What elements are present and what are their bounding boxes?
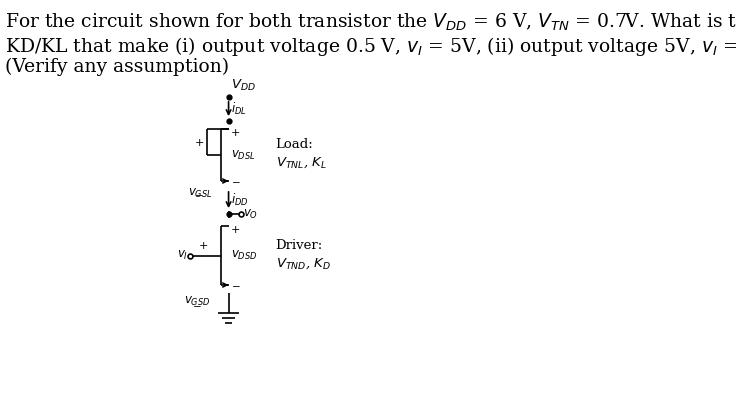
Text: +: + (198, 241, 208, 250)
Text: $-$: $-$ (191, 300, 201, 310)
Text: $i_{DL}$: $i_{DL}$ (231, 101, 247, 117)
Text: +: + (194, 138, 204, 148)
Text: +: + (230, 128, 240, 138)
Text: $V_{DD}$: $V_{DD}$ (231, 78, 256, 93)
Text: $v_{GSD}$: $v_{GSD}$ (183, 295, 210, 308)
Text: $V_{TND}$, $K_D$: $V_{TND}$, $K_D$ (275, 256, 330, 271)
Text: $v_{DSL}$: $v_{DSL}$ (230, 148, 255, 162)
Text: $v_{GSL}$: $v_{GSL}$ (188, 187, 213, 200)
Text: For the circuit shown for both transistor the $V_{DD}$ = 6 V, $V_{TN}$ = 0.7V. W: For the circuit shown for both transisto… (5, 12, 736, 33)
Text: $-$: $-$ (230, 280, 240, 290)
Text: Load:: Load: (275, 138, 314, 152)
Text: Driver:: Driver: (275, 239, 323, 252)
Text: $-$: $-$ (230, 176, 240, 186)
Text: KD/KL that make (i) output voltage 0.5 V, $v_I$ = 5V, (ii) output voltage 5V, $v: KD/KL that make (i) output voltage 0.5 V… (5, 35, 736, 58)
Text: $v_{DSD}$: $v_{DSD}$ (230, 249, 257, 262)
Text: (Verify any assumption): (Verify any assumption) (5, 58, 230, 76)
Text: $v_I$: $v_I$ (177, 249, 188, 262)
Text: $V_{TNL}$, $K_L$: $V_{TNL}$, $K_L$ (275, 156, 327, 170)
Text: $i_{DD}$: $i_{DD}$ (231, 192, 249, 208)
Text: $v_O$: $v_O$ (243, 208, 258, 220)
Text: $-$: $-$ (194, 189, 204, 199)
Text: +: + (230, 225, 240, 235)
